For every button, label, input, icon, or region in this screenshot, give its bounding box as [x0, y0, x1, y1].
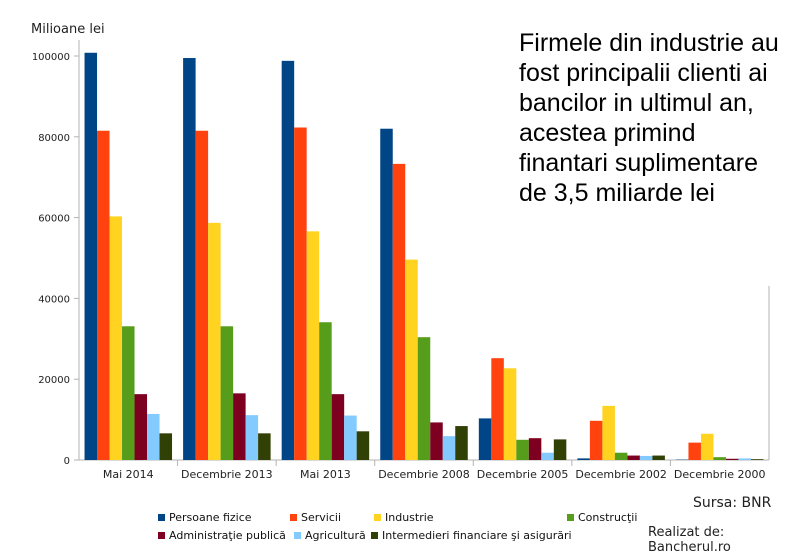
legend-swatch	[567, 514, 574, 521]
bar	[726, 459, 739, 460]
legend-swatch	[290, 514, 297, 521]
bar	[688, 443, 701, 460]
bar	[110, 216, 123, 460]
bar	[554, 439, 567, 460]
legend-label: Agricultură	[305, 529, 366, 542]
bar	[443, 436, 456, 460]
legend-label: Servicii	[301, 511, 341, 524]
x-tick-label: Decembrie 2005	[477, 468, 569, 481]
bar	[135, 394, 148, 460]
bar	[751, 459, 764, 460]
legend-swatch	[158, 514, 165, 521]
x-tick-label: Mai 2013	[300, 468, 351, 481]
legend-item: Intermedieri financiare şi asigurări	[371, 529, 572, 542]
bar	[294, 128, 307, 460]
legend-label: Construcţii	[578, 511, 637, 524]
bar	[160, 433, 173, 460]
bar	[122, 326, 134, 460]
bar	[577, 458, 590, 460]
bar	[640, 456, 653, 460]
bar	[516, 440, 529, 460]
y-tick-label: 60000	[38, 214, 70, 225]
bar	[627, 456, 640, 460]
bar	[307, 231, 320, 460]
bar	[208, 223, 221, 460]
bar	[196, 131, 209, 460]
bar	[380, 129, 393, 460]
legend-swatch	[371, 532, 378, 539]
bar	[282, 61, 295, 460]
bar	[430, 422, 443, 460]
bar	[615, 453, 628, 460]
legend-label: Industrie	[385, 511, 434, 524]
bar	[97, 131, 110, 460]
bar	[85, 53, 98, 460]
legend-label: Administraţie publică	[169, 529, 286, 542]
bar	[738, 458, 751, 460]
legend-item: Industrie	[374, 511, 434, 524]
legend-label: Persoane fizice	[169, 511, 252, 524]
bar	[602, 406, 615, 460]
legend-swatch	[374, 514, 381, 521]
credit-note: Realizat de: Bancherul.ro	[648, 525, 800, 555]
bar	[258, 433, 271, 460]
bar	[332, 394, 345, 460]
bar	[455, 426, 468, 460]
bar	[233, 393, 246, 460]
bar	[504, 368, 516, 460]
bar	[479, 418, 492, 460]
bar	[344, 416, 357, 460]
legend-item: Construcţii	[567, 511, 637, 524]
x-tick-label: Decembrie 2008	[378, 468, 470, 481]
y-tick-label: 20000	[38, 375, 70, 386]
bar	[491, 358, 504, 460]
legend-swatch	[158, 532, 165, 539]
bar	[713, 457, 726, 460]
y-tick-label: 0	[64, 456, 70, 467]
legend-item: Servicii	[290, 511, 341, 524]
x-tick-label: Decembrie 2000	[674, 468, 766, 481]
legend-item: Persoane fizice	[158, 511, 252, 524]
bar	[221, 326, 234, 460]
bar	[357, 431, 370, 460]
legend-item: Administraţie publică	[158, 529, 286, 542]
legend-item: Agricultură	[294, 529, 366, 542]
bar	[246, 415, 259, 460]
legend-label: Intermedieri financiare şi asigurări	[382, 529, 572, 542]
bar	[652, 456, 665, 460]
bar	[183, 58, 196, 460]
bar	[541, 453, 554, 460]
bar	[590, 421, 603, 460]
bar	[529, 438, 542, 460]
bar	[319, 322, 332, 460]
source-note: Sursa: BNR	[693, 495, 771, 511]
bar	[405, 260, 418, 460]
bar	[701, 434, 714, 460]
x-tick-label: Decembrie 2002	[575, 468, 667, 481]
bar	[393, 164, 406, 460]
bar	[147, 414, 160, 460]
headline: Firmele din industrie au fost principali…	[519, 28, 789, 208]
legend-swatch	[294, 532, 301, 539]
x-tick-label: Decembrie 2013	[181, 468, 273, 481]
bar	[418, 337, 431, 460]
y-tick-label: 100000	[32, 52, 70, 63]
x-tick-label: Mai 2014	[103, 468, 154, 481]
y-tick-label: 80000	[38, 133, 70, 144]
y-axis-label: Milioane lei	[31, 22, 105, 37]
y-tick-label: 40000	[38, 294, 70, 305]
